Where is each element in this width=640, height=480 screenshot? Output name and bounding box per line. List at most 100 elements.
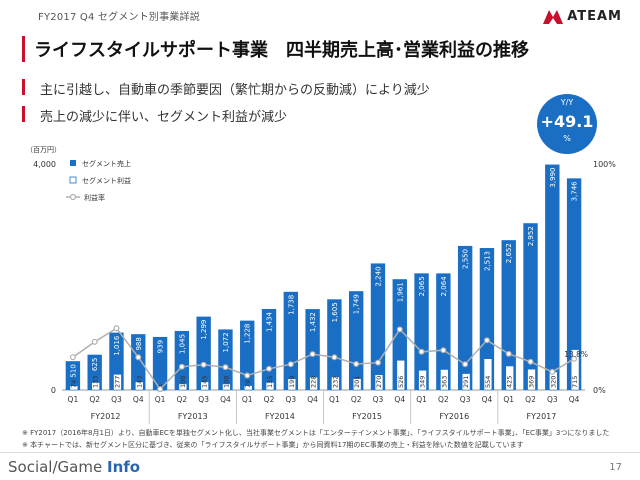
y-unit-label: （百万円）: [26, 146, 61, 154]
sales-value-label: 1,016: [113, 335, 121, 356]
profit-value-label: 715: [571, 376, 579, 388]
page-title: ライフスタイルサポート事業 四半期売上高･営業利益の推移: [34, 40, 529, 61]
sales-value-label: 2,652: [505, 243, 513, 263]
x-tick-label: Q1: [416, 395, 427, 404]
sales-bar: [196, 316, 211, 390]
profit-bar: [178, 383, 188, 391]
page-number: 17: [609, 462, 622, 473]
legend-label-margin: 利益率: [84, 193, 105, 202]
profit-value-label: 74: [70, 380, 78, 388]
profit-bar: [374, 374, 384, 391]
profit-bar: [483, 358, 493, 391]
footnote-2: ※ 本チャートでは、新セグメント区分に基づき、従来の「ライフスタイルサポート事業…: [22, 441, 524, 449]
margin-point: [549, 368, 556, 375]
x-tick-label: Q3: [460, 395, 471, 404]
margin-point: [135, 354, 142, 361]
profit-value-label: 270: [375, 376, 383, 388]
legend-label-profit: セグメント利益: [82, 176, 131, 185]
profit-bar: [331, 376, 340, 391]
bullet-text-1: 主に引越し、自動車の季節要因（繁忙期からの反動減）により減少: [40, 83, 430, 98]
sales-bar: [436, 273, 451, 390]
footer-brand-mid: Game: [57, 458, 103, 476]
profit-value-label: 277: [113, 376, 121, 388]
legend-marker-margin: [69, 193, 77, 201]
brand-name: ATEAM: [567, 8, 622, 24]
sales-bar: [414, 273, 429, 390]
margin-point: [222, 364, 229, 371]
x-tick-label: Q4: [133, 395, 144, 404]
profit-value-label: 232: [331, 376, 339, 388]
year-label: FY2015: [352, 412, 382, 421]
sales-value-label: 939: [157, 340, 165, 353]
margin-point: [505, 350, 512, 357]
yoy-label: Y/Y: [560, 98, 574, 107]
profit-bar: [287, 378, 297, 391]
ateam-logo-mark-icon: [543, 10, 564, 24]
sales-bar: [327, 299, 342, 390]
sales-bar: [545, 164, 560, 390]
y-tick-label: 0: [51, 386, 56, 395]
y2-tick-label: 0%: [593, 386, 606, 395]
sales-value-label: 1,738: [287, 295, 295, 315]
x-tick-label: Q1: [155, 395, 166, 404]
profit-bar: [200, 381, 209, 391]
sales-value-label: 2,064: [440, 276, 448, 297]
yoy-unit: %: [563, 134, 571, 143]
sales-bar: [305, 309, 320, 390]
margin-point: [353, 361, 360, 368]
profit-value-label: 133: [92, 376, 100, 388]
profit-bar: [113, 374, 122, 391]
ateam-logo: ATEAM: [543, 8, 622, 24]
profit-bar: [222, 383, 231, 391]
margin-point: [244, 372, 251, 379]
footer-brand-suffix: Info: [106, 458, 141, 476]
profit-value-label: 320: [549, 376, 557, 388]
profit-bar: [91, 382, 100, 391]
profit-bar: [505, 365, 514, 391]
x-tick-label: Q1: [503, 395, 514, 404]
sales-bar: [457, 245, 473, 390]
y2-tick-label: 100%: [593, 160, 616, 169]
profit-value-label: 145: [201, 376, 209, 388]
x-tick-label: Q3: [198, 395, 209, 404]
x-tick-label: Q3: [111, 395, 122, 404]
sales-value-label: 510: [69, 364, 77, 377]
footnote-1: ※ FY2017（2016年8月1日）より、自動車ECを単独セグメント化し、当社…: [22, 429, 610, 437]
profit-bar: [309, 376, 318, 391]
footer-brand-prefix: Social: [8, 458, 53, 476]
bullet-marker-2: [22, 106, 25, 122]
sales-value-label: 2,952: [527, 226, 535, 246]
margin-point: [483, 337, 490, 344]
margin-point: [309, 351, 316, 358]
profit-value-label: 369: [528, 376, 536, 388]
sales-bar: [501, 240, 516, 390]
profit-bar: [396, 359, 406, 391]
x-tick-label: Q4: [307, 395, 318, 404]
sales-value-label: 1,432: [309, 312, 317, 332]
sales-value-label: 2,550: [462, 249, 470, 269]
profit-value-label: 425: [506, 376, 514, 388]
section-label: FY2017 Q4 セグメント別事業詳説: [38, 12, 200, 23]
x-tick-label: Q2: [351, 395, 362, 404]
sales-value-label: 1,228: [244, 324, 252, 344]
year-label: FY2016: [439, 412, 469, 421]
sales-bar: [174, 330, 190, 390]
x-tick-label: Q4: [394, 395, 405, 404]
profit-value-label: 108: [179, 376, 187, 388]
sales-value-label: 1,961: [396, 282, 404, 302]
profit-bar: [440, 369, 449, 391]
legend-label-sales: セグメント売上: [82, 159, 131, 168]
sales-value-label: 2,240: [374, 266, 382, 286]
sales-bar: [240, 320, 255, 390]
year-label: FY2017: [526, 412, 556, 421]
margin-point: [157, 386, 164, 393]
yoy-value: +49.1: [540, 112, 594, 131]
profit-bar: [352, 378, 362, 391]
sales-bar: [152, 336, 168, 390]
profit-value-label: 79: [244, 380, 252, 388]
legend-swatch-sales: [70, 160, 76, 166]
sales-value-label: 3,990: [549, 168, 557, 188]
y-tick-label: 4,000: [33, 160, 56, 169]
x-tick-label: Q1: [242, 395, 253, 404]
profit-value-label: 108: [222, 376, 230, 388]
